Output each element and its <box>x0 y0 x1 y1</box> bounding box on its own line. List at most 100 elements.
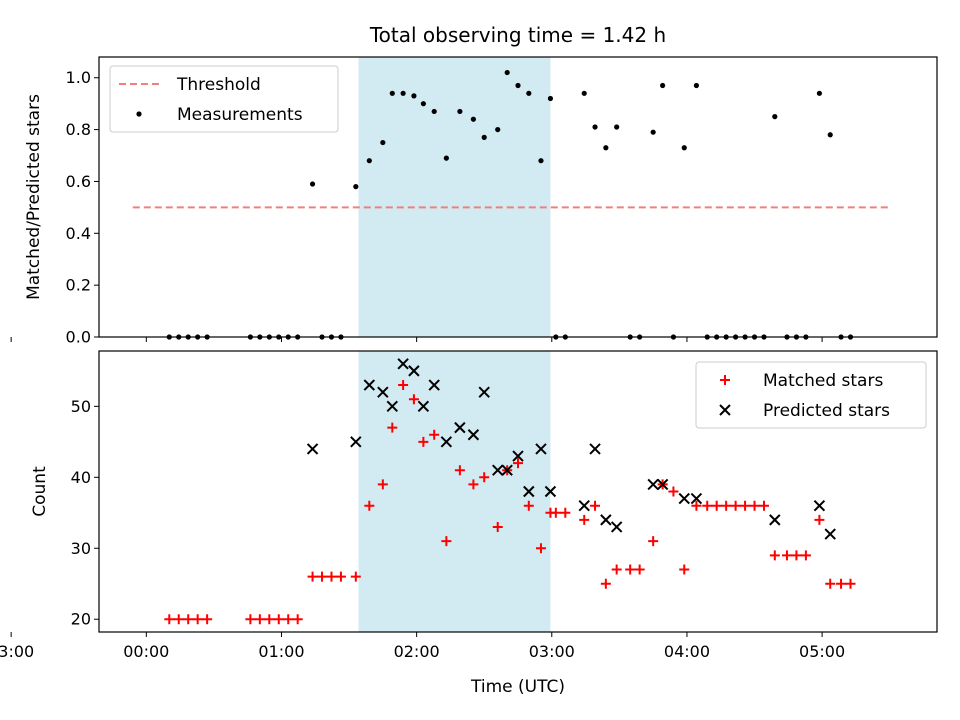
matched-star-point <box>335 571 346 582</box>
y-tick-label: 40 <box>71 468 91 487</box>
measurement-point <box>581 90 587 96</box>
matched-star-point <box>264 614 275 625</box>
chart-title: Total observing time = 1.42 h <box>369 23 666 47</box>
legend-plus-swatch <box>720 375 730 385</box>
y-tick-label: 0.8 <box>66 120 91 139</box>
plot-frame <box>98 56 938 338</box>
y-tick-label: 0.6 <box>66 172 91 191</box>
predicted-star-point <box>656 478 669 491</box>
predicted-star-point <box>377 386 389 398</box>
matched-star-point <box>791 550 802 561</box>
x-tick-label: 05:00 <box>799 642 845 661</box>
matched-star-point <box>648 536 659 547</box>
y-tick-label: 30 <box>71 539 91 558</box>
predicted-star-point <box>350 436 362 448</box>
matched-star-point <box>535 543 546 554</box>
predicted-star-point <box>454 421 466 434</box>
predicted-star-point <box>769 514 781 526</box>
matched-star-point <box>418 436 429 447</box>
predicted-star-point <box>501 464 513 476</box>
predicted-star-point <box>397 358 409 370</box>
measurement-point <box>380 139 386 146</box>
matched-star-point <box>192 614 203 625</box>
matched-star-point <box>183 614 194 625</box>
measurement-point <box>309 181 316 187</box>
matched-star-point <box>781 550 792 561</box>
matched-star-point <box>454 465 465 476</box>
measurement-point <box>431 108 437 115</box>
legend-entry: Predicted stars <box>763 401 890 421</box>
measurement-point <box>366 158 372 164</box>
measurement-point <box>526 90 532 96</box>
predicted-star-point <box>467 429 480 441</box>
measurement-point <box>443 155 449 161</box>
matched-star-point <box>479 472 490 483</box>
measurement-point <box>481 134 487 140</box>
matched-star-point <box>173 614 184 625</box>
matched-star-point <box>254 614 265 625</box>
measurement-point <box>400 90 406 96</box>
matched-star-point <box>814 514 825 525</box>
matched-star-point <box>387 422 398 433</box>
matched-star-point <box>513 458 523 469</box>
y-tick-label: 0.0 <box>66 328 91 347</box>
matched-star-point <box>634 564 645 575</box>
legend-box <box>695 361 927 429</box>
measurement-point <box>470 116 476 122</box>
predicted-star-point <box>408 365 420 377</box>
measurement-point <box>547 95 554 102</box>
ratio-panel: 0.0 0.2 0.4 0.6 0.8 1.0 Matched/Predicted star… <box>10 56 938 347</box>
x-tick-label: 23:00 <box>0 642 34 661</box>
matched-star-point <box>668 486 679 497</box>
matched-star-point <box>307 571 318 582</box>
matched-star-point <box>273 614 284 625</box>
predicted-star-point <box>600 514 612 526</box>
matched-star-point <box>441 536 452 547</box>
x-tick-label: 02:00 <box>394 642 440 661</box>
measurement-point <box>603 145 609 151</box>
measurement-point <box>660 82 666 89</box>
measurement-point <box>681 145 687 151</box>
matched-star-point <box>769 550 780 561</box>
predicted-star-point <box>512 450 524 462</box>
matched-star-point <box>429 429 440 440</box>
predicted-star-point <box>492 464 504 476</box>
y-tick-label: 0.2 <box>66 276 91 295</box>
y-tick-label: 1.0 <box>66 68 91 87</box>
predicted-star-point <box>578 499 590 512</box>
matched-star-point <box>758 500 769 511</box>
predicted-star-point <box>363 379 376 391</box>
matched-star-point <box>550 507 561 518</box>
matched-star-point <box>800 550 811 561</box>
matched-star-point <box>523 500 534 511</box>
predicted-star-point <box>824 528 836 540</box>
matched-star-point <box>691 500 702 511</box>
matched-star-point <box>408 394 419 405</box>
measurement-point <box>411 93 417 99</box>
y-axis-label: Matched/Predicted stars <box>24 94 44 300</box>
plot-frame <box>98 350 938 633</box>
legend-entry: Threshold <box>176 75 261 95</box>
matched-star-point <box>364 500 375 511</box>
measurement-point <box>389 90 395 96</box>
legend-dot-swatch <box>136 111 142 117</box>
measurement-point <box>816 90 823 96</box>
measurement-point <box>614 124 620 130</box>
y-tick-label: 0.4 <box>66 224 91 243</box>
measurement-point <box>592 124 598 130</box>
measurement-point <box>504 69 510 76</box>
measurement-point <box>693 82 700 89</box>
matched-star-point <box>492 521 503 532</box>
predicted-star-point <box>386 400 399 413</box>
x-tick-label: 00:00 <box>123 642 169 661</box>
matched-star-point <box>350 571 361 582</box>
matched-star-point <box>202 614 213 625</box>
predicted-star-point <box>428 379 440 391</box>
predicted-star-point <box>523 485 535 498</box>
x-tick-label: 04:00 <box>664 642 710 661</box>
predicted-star-point <box>306 443 319 455</box>
observing-window-shade <box>358 351 551 632</box>
matched-star-point <box>579 514 590 525</box>
predicted-star-point <box>813 499 826 512</box>
